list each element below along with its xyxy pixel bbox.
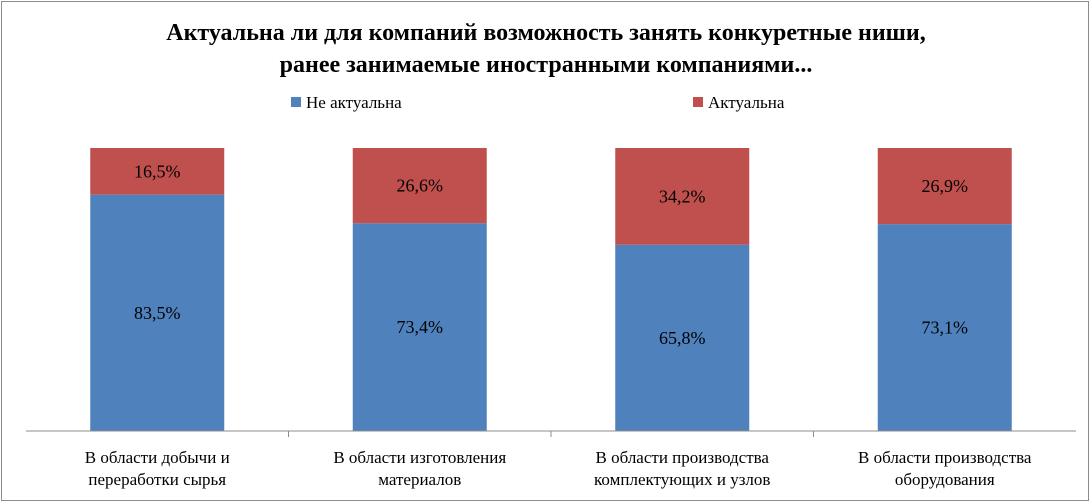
legend-label-not-relevant: Не актуальна <box>306 93 402 112</box>
bar-relevant-2 <box>352 148 487 224</box>
data-label-relevant-1: 16,5% <box>134 161 181 181</box>
data-label-not-relevant-4: 73,1% <box>922 318 969 338</box>
plot-area: 83,5% 16,5% 73,4% 26,6% 65,8% 34,2% 73,1% 26,9% <box>90 148 1012 437</box>
data-label-relevant-2: 26,6% <box>397 176 444 196</box>
category-label-3-line-1: В области производства <box>596 448 770 467</box>
data-label-not-relevant-1: 83,5% <box>134 303 181 323</box>
category-label-1-line-2: переработки сырья <box>88 470 226 489</box>
data-label-relevant-4: 26,9% <box>922 176 969 196</box>
category-label-2-line-1: В области изготовления <box>333 448 506 467</box>
bar-not-relevant-3 <box>615 244 750 431</box>
bar-not-relevant-1 <box>90 194 225 431</box>
bar-relevant-1 <box>90 148 225 195</box>
legend-label-relevant: Актуальна <box>708 93 785 112</box>
data-label-not-relevant-2: 73,4% <box>397 317 444 337</box>
category-labels: В области добычи и переработки сырья В обл… <box>85 448 1032 489</box>
legend: Не актуальна Актуальна <box>291 93 785 112</box>
category-label-3-line-2: комплектующих и узлов <box>594 470 770 489</box>
bar-relevant-3 <box>615 148 750 245</box>
bar-not-relevant-2 <box>352 223 487 431</box>
chart-title-line-1: Актуальна ли для компаний возможность за… <box>166 20 926 46</box>
legend-swatch-relevant <box>693 97 703 107</box>
bar-relevant-4 <box>877 148 1012 225</box>
category-label-1-line-1: В области добычи и <box>85 448 230 467</box>
category-label-4-line-2: оборудования <box>895 470 995 489</box>
chart-title-line-2: ранее занимаемые иностранными компаниями… <box>280 52 813 78</box>
data-label-relevant-3: 34,2% <box>659 186 706 206</box>
category-label-4-line-1: В области производства <box>858 448 1032 467</box>
bar-not-relevant-4 <box>877 224 1012 431</box>
category-label-2-line-2: материалов <box>378 470 461 489</box>
data-label-not-relevant-3: 65,8% <box>659 328 706 348</box>
legend-swatch-not-relevant <box>291 97 301 107</box>
